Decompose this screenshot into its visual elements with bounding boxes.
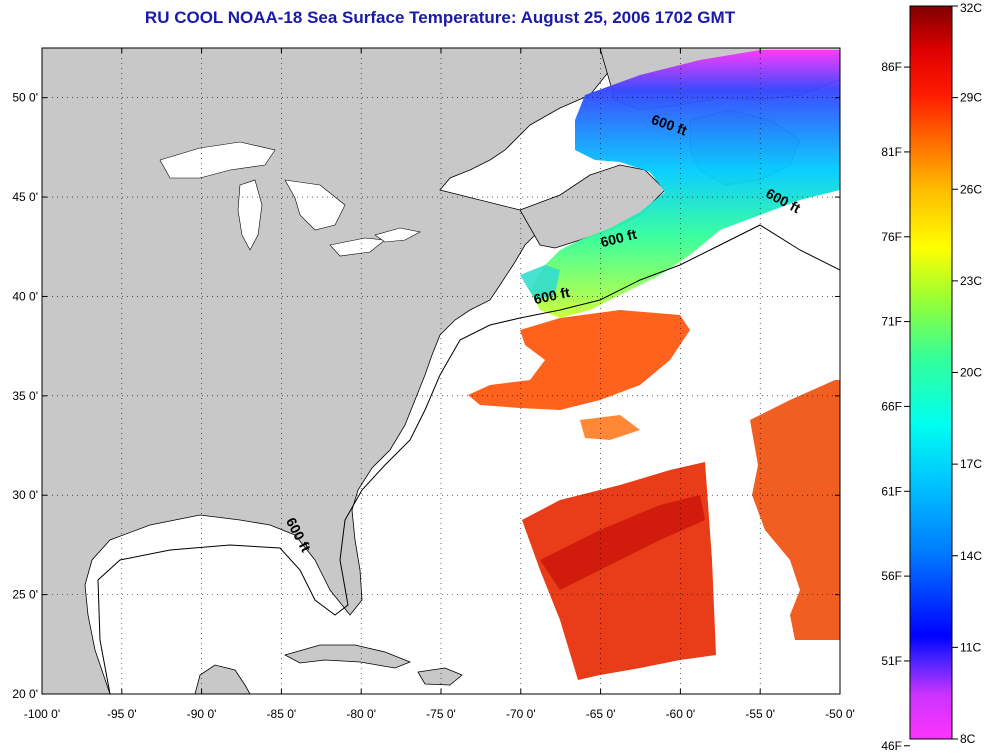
lake-superior bbox=[159, 141, 276, 179]
colorbar-fahrenheit-label: 61F bbox=[881, 484, 902, 498]
lat-tick-label: 30 0' bbox=[12, 488, 38, 502]
sst-swath-northern bbox=[530, 50, 840, 318]
sst-swath-eastern bbox=[750, 380, 840, 640]
lake-ontario bbox=[374, 227, 421, 243]
colorbar-celsius-label: 11C bbox=[960, 640, 981, 654]
lon-tick-label: -65 0' bbox=[586, 707, 616, 721]
colorbar-fahrenheit-label: 76F bbox=[881, 230, 902, 244]
lon-tick-label: -100 0' bbox=[24, 707, 60, 721]
lon-tick-label: -80 0' bbox=[346, 707, 376, 721]
map-grid bbox=[42, 48, 840, 694]
contour-label-600ft: 600 ft bbox=[532, 284, 571, 307]
lon-tick-label: -75 0' bbox=[426, 707, 456, 721]
land-cuba bbox=[283, 644, 412, 669]
lon-tick-label: -50 0' bbox=[825, 707, 855, 721]
longitude-axis: -100 0' -95 0' -90 0' -85 0' -80 0' -75 0' -70… bbox=[24, 48, 855, 721]
lat-tick-label: 35 0' bbox=[12, 389, 38, 403]
lat-tick-label: 45 0' bbox=[12, 190, 38, 204]
lon-tick-label: -95 0' bbox=[107, 707, 137, 721]
colorbar-labels: 32C 29C 26C 23C 20C 17C 14C 11C 8C 86F 81F 76F 71F 66… bbox=[881, 1, 982, 753]
colorbar-fahrenheit-label: 86F bbox=[881, 60, 902, 74]
land-yucatan bbox=[194, 664, 251, 694]
colorbar-celsius-label: 32C bbox=[960, 1, 982, 15]
colorbar-fahrenheit-label: 71F bbox=[881, 315, 902, 329]
sst-swath-patch-a bbox=[580, 415, 640, 440]
land-north-america bbox=[42, 48, 611, 694]
land-hispaniola bbox=[417, 667, 463, 686]
colorbar-fahrenheit-label: 46F bbox=[881, 739, 902, 753]
sst-swath-mid-atlantic bbox=[468, 310, 690, 410]
latitude-axis: 50 0' 45 0' 40 0' 35 0' 30 0' 25 0' 20 0' bbox=[12, 91, 840, 701]
lat-tick-label: 25 0' bbox=[12, 588, 38, 602]
lon-tick-label: -60 0' bbox=[666, 707, 696, 721]
lake-michigan bbox=[237, 179, 263, 251]
colorbar-fahrenheit-label: 51F bbox=[881, 654, 902, 668]
colorbar-fahrenheit-label: 66F bbox=[881, 399, 902, 413]
colorbar-celsius-label: 17C bbox=[960, 457, 982, 471]
lat-tick-label: 50 0' bbox=[12, 91, 38, 105]
colorbar-celsius-label: 20C bbox=[960, 366, 982, 380]
colorbar-celsius-label: 23C bbox=[960, 274, 982, 288]
colorbar-celsius-label: 29C bbox=[960, 91, 982, 105]
lon-tick-label: -90 0' bbox=[187, 707, 217, 721]
sst-swath-southern-core bbox=[540, 495, 705, 590]
colorbar-fahrenheit-label: 56F bbox=[881, 569, 902, 583]
lake-erie bbox=[329, 237, 386, 257]
colorbar-celsius-label: 8C bbox=[960, 732, 976, 746]
isobath-600ft bbox=[97, 224, 840, 694]
colorbar-celsius-label: 26C bbox=[960, 182, 982, 196]
sst-swath-gulf-of-maine bbox=[520, 265, 560, 300]
lat-tick-label: 20 0' bbox=[12, 687, 38, 701]
colorbar-fahrenheit-label: 81F bbox=[881, 145, 902, 159]
lat-tick-label: 40 0' bbox=[12, 289, 38, 303]
colorbar bbox=[909, 5, 953, 740]
lon-tick-label: -70 0' bbox=[506, 707, 536, 721]
lake-huron bbox=[284, 179, 346, 231]
map-title: RU COOL NOAA-18 Sea Surface Temperature:… bbox=[144, 8, 736, 27]
lon-tick-label: -85 0' bbox=[267, 707, 297, 721]
colorbar-celsius-label: 14C bbox=[960, 549, 982, 563]
lon-tick-label: -55 0' bbox=[745, 707, 775, 721]
